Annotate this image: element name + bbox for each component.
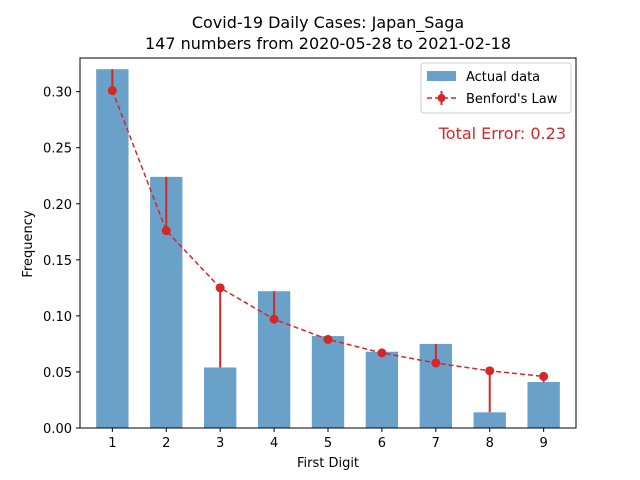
legend-benford-marker xyxy=(437,94,446,102)
legend-benford-label: Benford's Law xyxy=(466,92,558,107)
x-tick-label-9: 9 xyxy=(540,436,548,451)
y-tick-label-0.10: 0.10 xyxy=(43,310,72,325)
x-tick-label-8: 8 xyxy=(486,436,494,451)
y-tick-label-0.30: 0.30 xyxy=(43,86,72,101)
benford-point-digit-2 xyxy=(161,226,171,236)
y-tick-label-0.25: 0.25 xyxy=(43,142,72,157)
bar-digit-9 xyxy=(527,382,560,428)
benford-point-digit-1 xyxy=(107,86,117,96)
benford-point-digit-6 xyxy=(377,348,387,358)
x-tick-label-2: 2 xyxy=(162,436,170,451)
plot-area: 1 2 3 4 5 6 7 8 9 0.00 0.05 0.10 0.15 0.20 0.25 0.30 xyxy=(43,57,577,451)
benford-point-digit-7 xyxy=(431,358,441,368)
x-tick-label-6: 6 xyxy=(378,436,386,451)
x-tick-label-1: 1 xyxy=(108,436,116,451)
benford-point-digit-3 xyxy=(215,283,225,293)
bar-digit-6 xyxy=(365,351,399,428)
legend: Actual data Benford's Law xyxy=(420,62,572,114)
benford-point-digit-9 xyxy=(539,371,549,381)
x-tick-label-3: 3 xyxy=(216,436,224,451)
y-tick-label-0.05: 0.05 xyxy=(43,366,72,381)
bar-digit-8 xyxy=(473,412,506,428)
bar-digit-1 xyxy=(96,69,129,428)
y-tick-label-0.00: 0.00 xyxy=(43,422,72,437)
y-axis-label: Frequency xyxy=(21,210,36,277)
x-tick-label-5: 5 xyxy=(324,436,332,451)
chart-title: Covid-19 Daily Cases: Japan_Saga xyxy=(192,13,464,33)
x-tick-label-7: 7 xyxy=(432,436,440,451)
benford-point-digit-4 xyxy=(269,314,279,324)
y-tick-label-0.20: 0.20 xyxy=(43,198,72,213)
legend-frame xyxy=(420,62,572,114)
chart-subtitle: 147 numbers from 2020-05-28 to 2021-02-1… xyxy=(145,34,511,53)
x-axis-label: First Digit xyxy=(297,456,359,471)
bar-digit-5 xyxy=(311,336,345,428)
bar-digit-3 xyxy=(204,367,237,428)
total-error-annotation: Total Error: 0.23 xyxy=(438,124,566,143)
y-tick-label-0.15: 0.15 xyxy=(43,254,72,269)
legend-bar-swatch xyxy=(427,71,456,81)
benford-point-digit-8 xyxy=(485,366,495,376)
x-tick-label-4: 4 xyxy=(270,436,278,451)
legend-actual-label: Actual data xyxy=(466,70,540,85)
benford-point-digit-5 xyxy=(323,334,333,344)
